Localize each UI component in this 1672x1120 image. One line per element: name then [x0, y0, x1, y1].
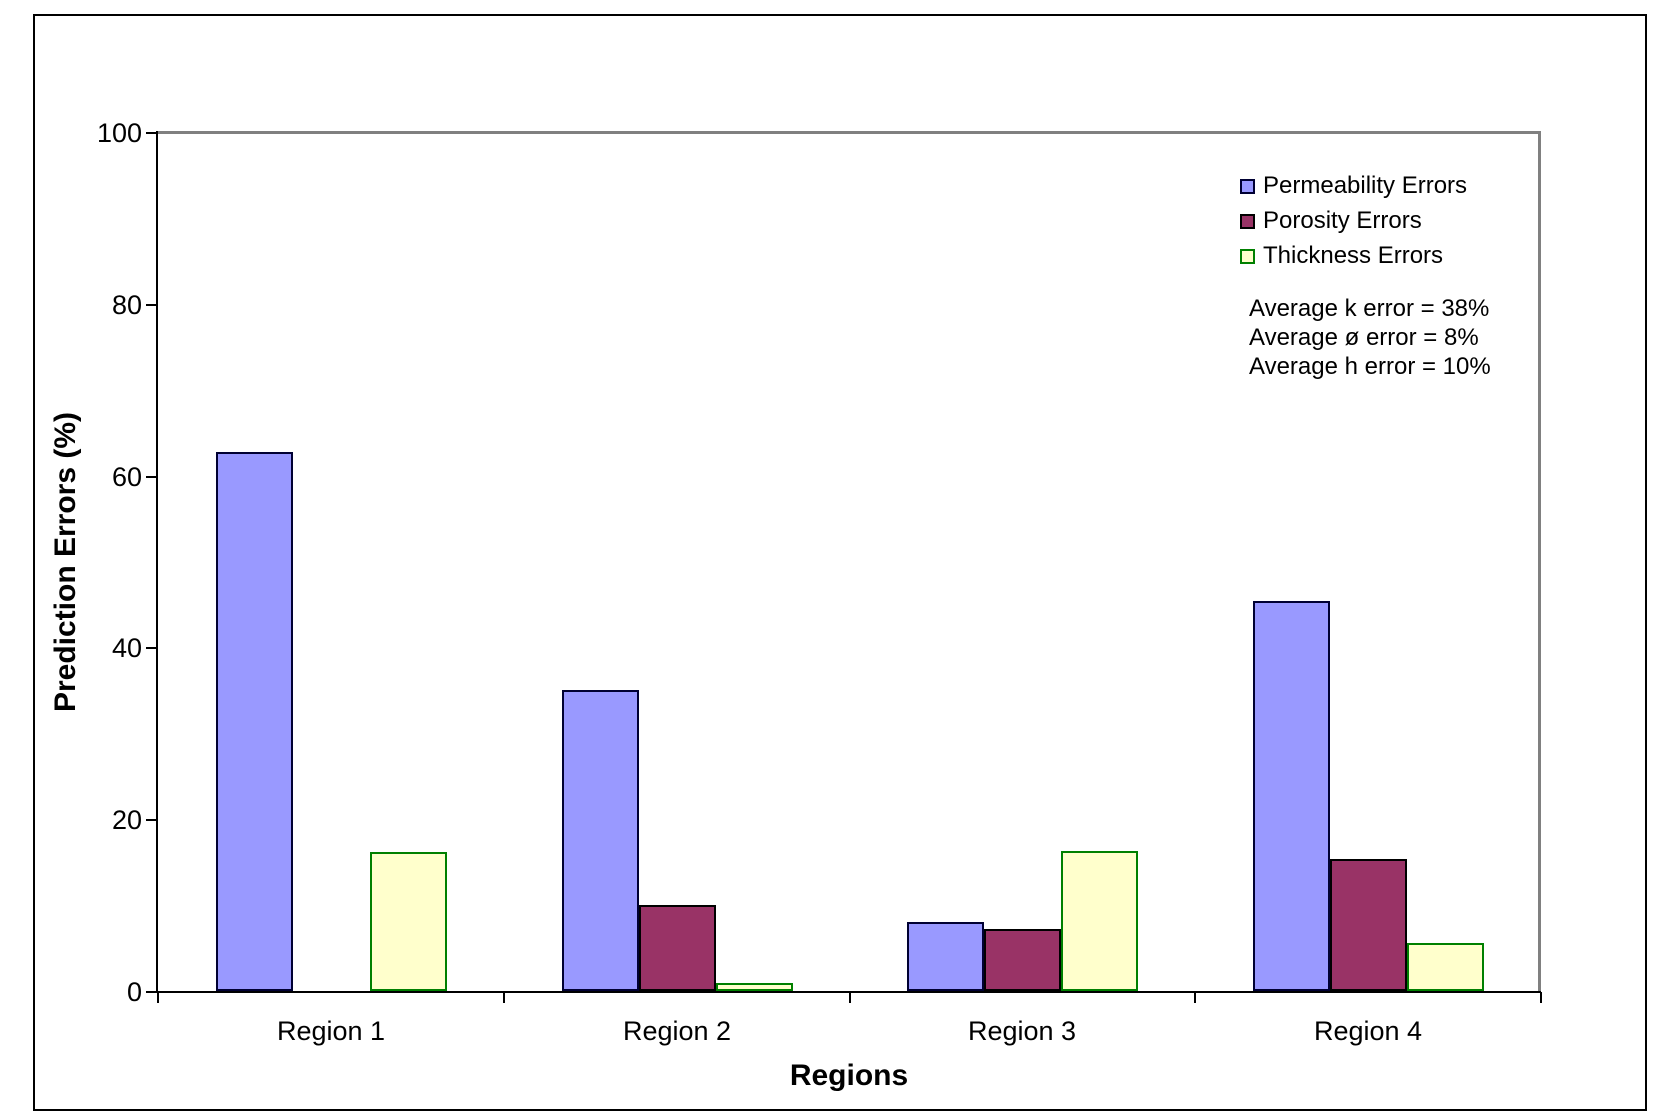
x-tick-label: Region 3 — [967, 1016, 1077, 1046]
bar-thickness-region-1 — [370, 852, 447, 991]
annotation-avg-k: Average k error = 38% — [1249, 295, 1490, 322]
annotation-avg-phi: Average ø error = 8% — [1249, 324, 1479, 351]
x-tick-label: Region 1 — [276, 1016, 386, 1046]
bar-permeability-region-4 — [1253, 601, 1330, 991]
legend: Permeability Errors Porosity Errors Thic… — [1240, 171, 1467, 276]
y-tick-mark — [146, 476, 156, 478]
bar-thickness-region-3 — [1061, 851, 1138, 991]
y-tick-mark — [146, 304, 156, 306]
x-tick-mark — [1194, 992, 1196, 1003]
bar-porosity-region-4 — [1330, 859, 1407, 991]
x-tick-mark — [157, 992, 159, 1003]
annotation-avg-h: Average h error = 10% — [1249, 353, 1491, 380]
bar-porosity-region-2 — [639, 905, 716, 991]
y-axis-title: Prediction Errors (%) — [49, 411, 82, 713]
y-tick-label: 0 — [126, 977, 142, 1007]
x-tick-mark — [503, 992, 505, 1003]
bar-thickness-region-2 — [716, 983, 793, 991]
legend-label-thickness: Thickness Errors — [1263, 242, 1444, 269]
plot-frame-top-line — [156, 131, 1541, 134]
bar-thickness-region-4 — [1407, 943, 1484, 991]
y-tick-label: 100 — [96, 118, 142, 148]
legend-swatch-permeability-icon — [1240, 178, 1255, 194]
bar-permeability-region-1 — [216, 452, 293, 991]
annotation-block: Average k error = 38% Average ø error = … — [1249, 294, 1491, 381]
y-tick-mark — [146, 991, 156, 993]
legend-swatch-thickness-icon — [1240, 248, 1255, 264]
y-axis-line — [156, 131, 158, 993]
legend-item-permeability: Permeability Errors — [1240, 171, 1467, 201]
legend-item-porosity: Porosity Errors — [1240, 206, 1467, 236]
y-tick-mark — [146, 819, 156, 821]
x-tick-label: Region 4 — [1313, 1016, 1423, 1046]
y-tick-label: 20 — [111, 805, 142, 835]
legend-item-thickness: Thickness Errors — [1240, 241, 1467, 271]
y-tick-mark — [146, 132, 156, 134]
y-tick-mark — [146, 647, 156, 649]
x-axis-line — [156, 991, 1541, 993]
x-axis-title: Regions — [789, 1059, 909, 1092]
legend-swatch-porosity-icon — [1240, 213, 1255, 229]
y-tick-label: 60 — [111, 462, 142, 492]
legend-label-permeability: Permeability Errors — [1263, 172, 1468, 199]
y-tick-label: 40 — [111, 633, 142, 663]
bar-permeability-region-3 — [907, 922, 984, 991]
bar-permeability-region-2 — [562, 690, 639, 991]
plot-frame-right-line — [1538, 131, 1541, 992]
x-tick-mark — [849, 992, 851, 1003]
x-tick-mark — [1540, 992, 1542, 1003]
y-tick-label: 80 — [111, 290, 142, 320]
legend-label-porosity: Porosity Errors — [1263, 207, 1422, 234]
bar-porosity-region-3 — [984, 929, 1061, 991]
x-tick-label: Region 2 — [622, 1016, 732, 1046]
